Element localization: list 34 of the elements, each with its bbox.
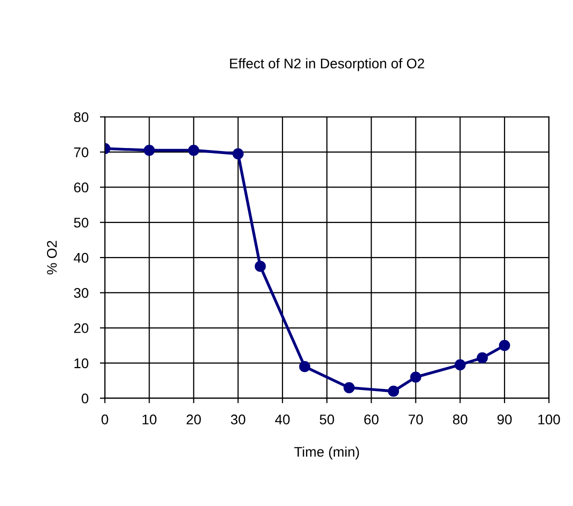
- y-tick-label: 80: [74, 112, 88, 122]
- x-tick-label: 0: [102, 414, 108, 424]
- point: [388, 386, 400, 397]
- x-tick-label: 90: [497, 414, 512, 424]
- chart-title: Effect of N2 in Desorption of O2: [230, 58, 424, 72]
- point: [410, 372, 422, 383]
- x-tick-label: 50: [320, 414, 334, 424]
- x-tick-label: 10: [142, 414, 156, 424]
- y-tick-label: 30: [74, 288, 88, 298]
- y-tick-label: 60: [74, 182, 88, 192]
- y-axis-title: % O2: [46, 240, 57, 274]
- point: [454, 359, 466, 370]
- point: [476, 352, 488, 364]
- point: [498, 340, 510, 352]
- point: [232, 148, 244, 160]
- y-tick-label: 40: [74, 252, 88, 263]
- x-tick-label: 80: [453, 414, 468, 424]
- y-tick-label: 70: [74, 147, 88, 158]
- x-axis-title: Time (min): [294, 446, 359, 460]
- x-tick-label: 60: [364, 414, 378, 424]
- x-tick-label: 70: [408, 414, 423, 424]
- x-tick-label: 30: [230, 414, 246, 424]
- x-tick-label: 20: [186, 414, 201, 424]
- point: [188, 144, 200, 156]
- y-tick-label: 20: [74, 323, 88, 334]
- point: [344, 382, 355, 394]
- y-tick-label: 10: [74, 358, 88, 368]
- y-tick-label: 0: [82, 394, 88, 404]
- x-tick-label: 40: [275, 414, 290, 424]
- y-tick-label: 50: [74, 218, 88, 228]
- point: [299, 361, 310, 372]
- point: [144, 144, 155, 156]
- point: [254, 260, 266, 272]
- x-tick-label: 100: [538, 414, 560, 424]
